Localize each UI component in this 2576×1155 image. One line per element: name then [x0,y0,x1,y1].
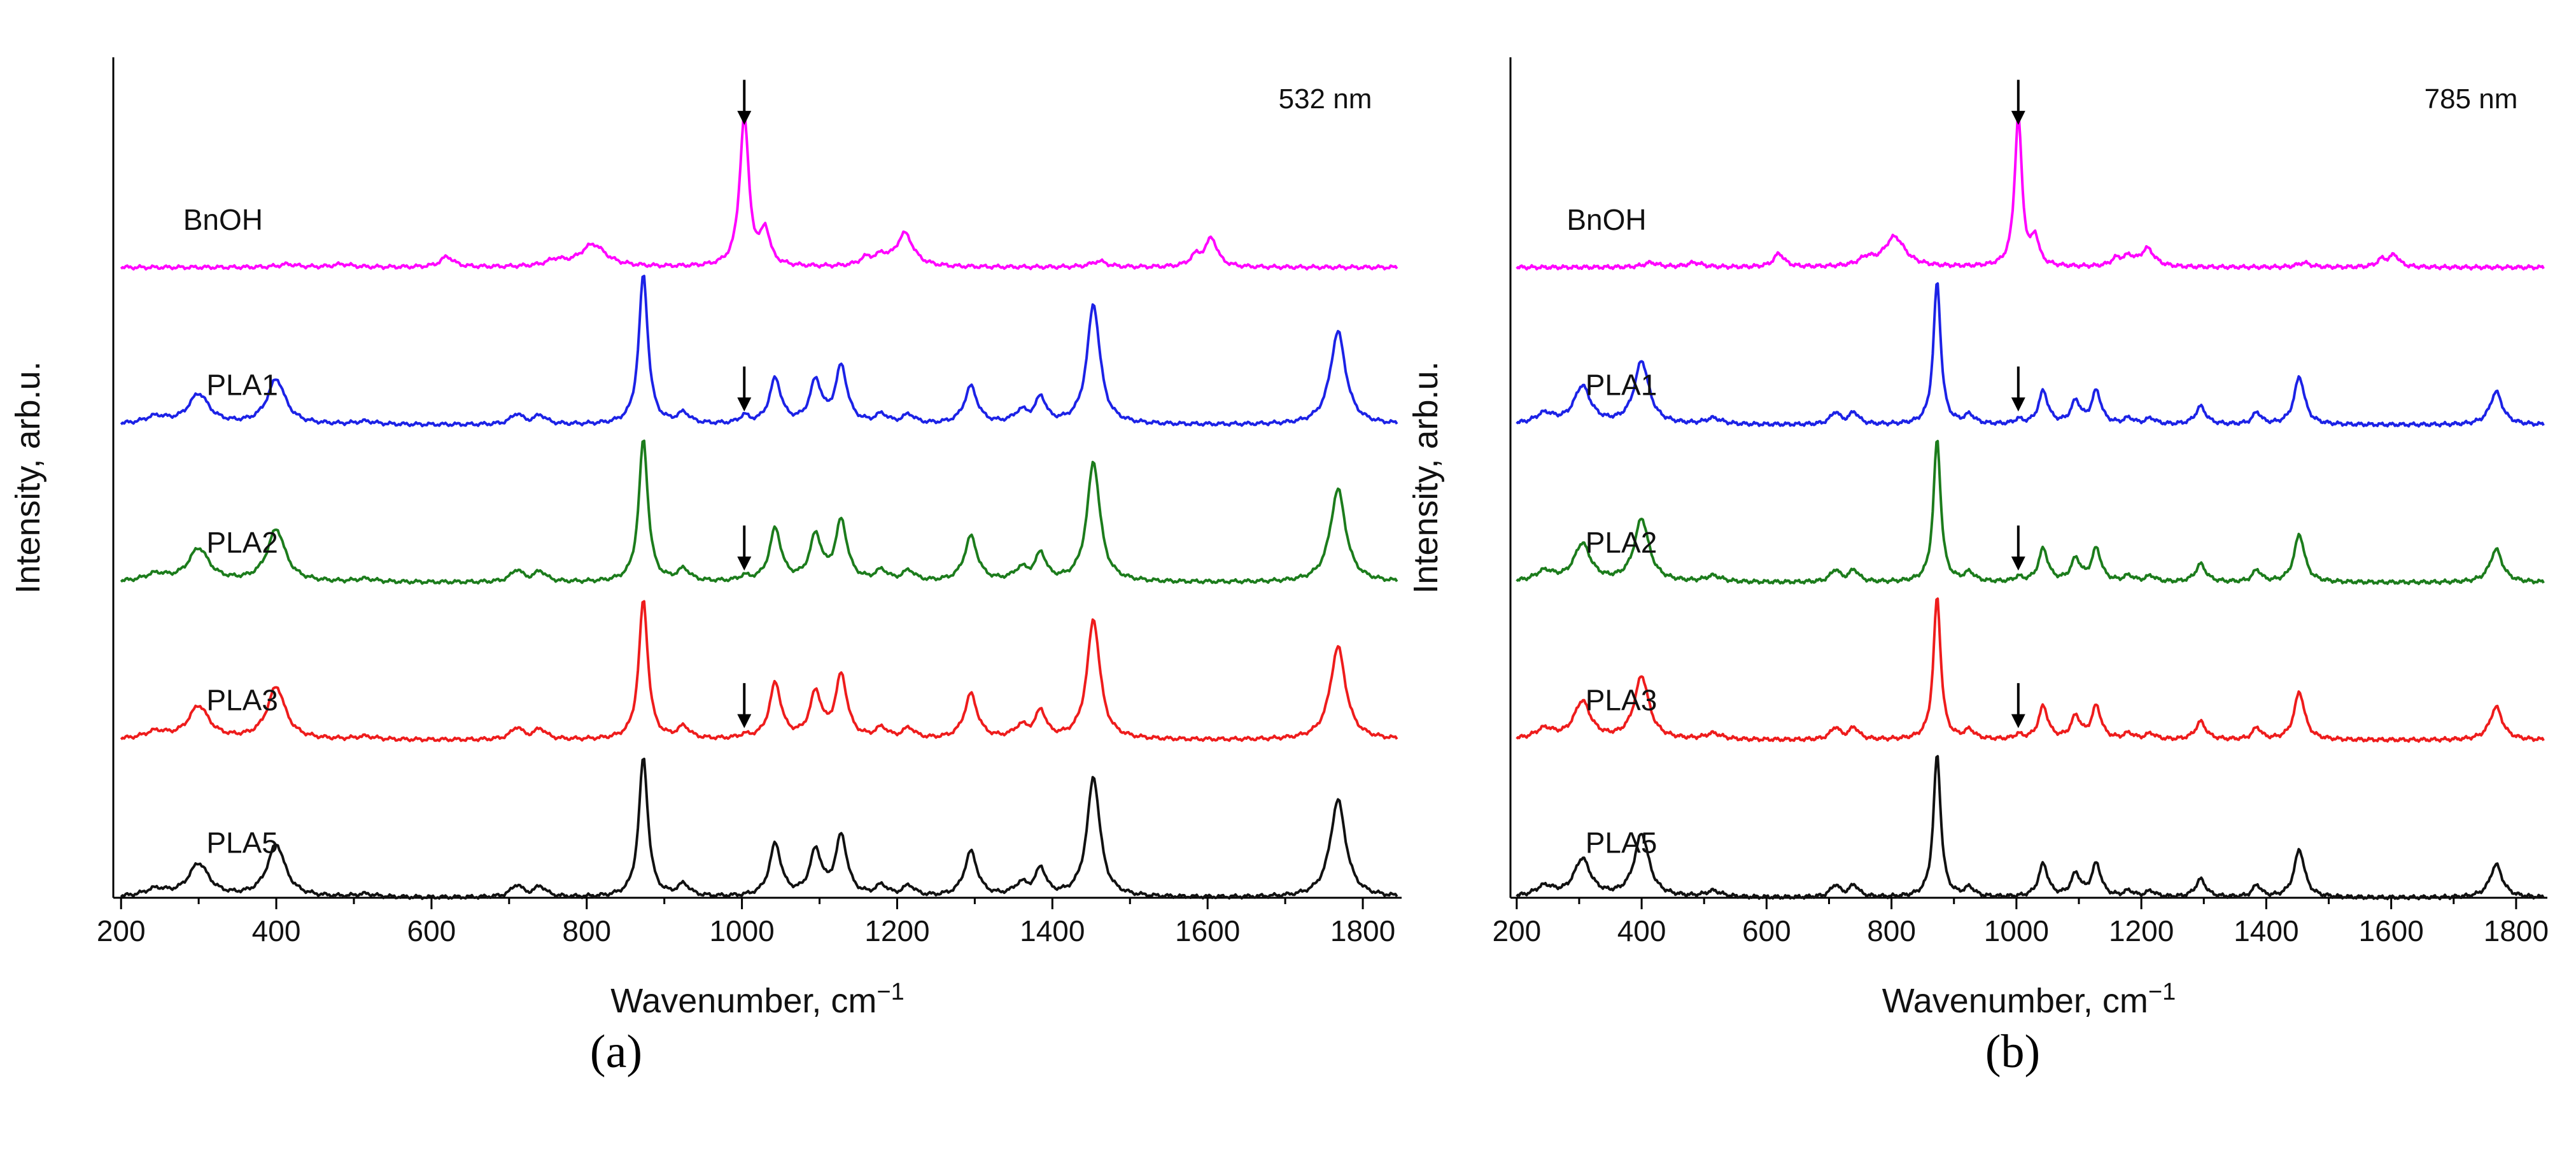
series-label-pla3: PLA3 [1586,683,1658,716]
peak-arrow-head [737,111,752,125]
series-label-bnoh: BnOH [183,203,263,236]
peak-arrow-head [2011,556,2025,571]
series-pla2: PLA2 [120,439,1398,585]
series-pla1: PLA1 [1516,282,2545,428]
series-bnoh: BnOH [120,80,1398,271]
peak-arrow-head [737,714,752,728]
spectrum-line-bnoh [120,115,1398,271]
laser-wavelength-label: 785 nm [2425,83,2518,115]
x-tick-label: 1800 [2484,914,2549,947]
series-label-pla1: PLA1 [1586,368,1658,401]
x-tick-label: 1000 [1984,914,2049,947]
spectrum-line-pla3 [120,600,1398,742]
x-tick-label: 600 [1742,914,1791,947]
series-label-pla5: PLA5 [1586,826,1658,859]
x-tick-label: 800 [562,914,611,947]
caption-panel-a: (a) [589,1026,643,1078]
series-pla1: PLA1 [120,274,1398,428]
x-axis-title: Wavenumber, cm−1 [610,979,904,1020]
x-tick-label: 1200 [864,914,929,947]
x-tick-label: 600 [407,914,456,947]
peak-arrow-head [2011,111,2025,125]
peak-arrow-head [737,397,752,412]
x-tick-label: 400 [252,914,301,947]
x-axis-title-exponent: −1 [876,979,904,1005]
x-tick-label: 1600 [2358,914,2423,947]
series-label-pla1: PLA1 [206,368,278,401]
spectrum-line-pla2 [120,439,1398,585]
y-axis-title: Intensity, arb.u. [1407,361,1445,593]
x-axis-title-exponent: −1 [2148,979,2176,1005]
series-pla3: PLA3 [120,600,1398,742]
spectrum-line-bnoh [1516,116,2545,271]
series-label-pla3: PLA3 [206,683,278,716]
spectrum-line-pla3 [1516,597,2545,743]
y-axis-title: Intensity, arb.u. [9,361,47,593]
x-tick-label: 200 [1492,914,1541,947]
series-pla5: PLA5 [1516,755,2545,901]
series-label-pla2: PLA2 [1586,526,1658,559]
peak-arrow-head [737,556,752,571]
spectrum-line-pla5 [1516,755,2545,901]
chart-panel-a: 200 400 600 800 1000 1200 1400 1600 1800 Wavenumb… [9,57,1402,1020]
series-label-pla2: PLA2 [206,526,278,559]
x-tick-label: 1400 [2234,914,2298,947]
laser-wavelength-label: 532 nm [1279,83,1372,115]
series-bnoh: BnOH [1516,80,2545,271]
spectrum-line-pla1 [120,274,1398,428]
x-tick-label: 200 [97,914,146,947]
x-tick-label: 1800 [1330,914,1395,947]
peak-arrow-head [2011,714,2025,728]
x-tick-label: 400 [1617,914,1666,947]
series-pla3: PLA3 [1516,597,2545,743]
series-label-pla5: PLA5 [206,826,278,859]
series-pla5: PLA5 [120,758,1398,900]
spectrum-line-pla1 [1516,282,2545,428]
series-label-bnoh: BnOH [1566,203,1646,236]
spectrum-line-pla2 [1516,439,2545,586]
series-pla2: PLA2 [1516,439,2545,586]
x-tick-label: 800 [1867,914,1916,947]
x-axis-title: Wavenumber, cm−1 [1882,979,2176,1020]
x-tick-label: 1000 [709,914,774,947]
x-tick-label: 1600 [1175,914,1240,947]
peak-arrow-head [2011,397,2025,412]
x-tick-label: 1400 [1020,914,1085,947]
x-tick-label: 1200 [2109,914,2174,947]
spectrum-line-pla5 [120,758,1398,900]
caption-panel-b: (b) [1985,1026,2041,1078]
chart-panel-b: 200 400 600 800 1000 1200 1400 1600 1800 Wavenumb… [1407,57,2549,1020]
